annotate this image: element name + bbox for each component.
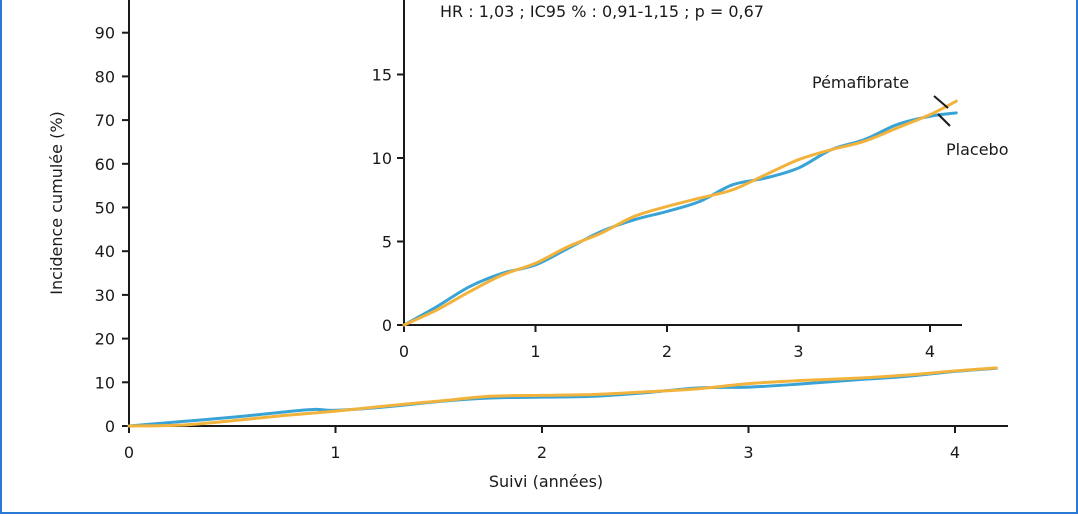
main-series-pemafibrate: [127, 366, 998, 428]
main-series-placebo: [127, 366, 998, 428]
main-x-tick-label: 3: [743, 443, 753, 462]
main-x-tick-label: 4: [950, 443, 960, 462]
main-y-axis-title: Incidence cumulée (%): [47, 111, 66, 295]
main-x-tick-label: 2: [537, 443, 547, 462]
main-y-tick-label: 20: [95, 330, 115, 349]
main-y-tick-label: 90: [95, 24, 115, 43]
inset-x-tick-label: 2: [662, 342, 672, 361]
inset-stats-annotation: HR : 1,03 ; IC95 % : 0,91-1,15 ; p = 0,6…: [440, 2, 764, 21]
main-x-tick-label: 0: [124, 443, 134, 462]
inset-x-tick-label: 0: [399, 342, 409, 361]
inset-y-tick-label: 0: [382, 316, 392, 335]
main-y-tick-label: 50: [95, 199, 115, 218]
inset-y-tick-label: 5: [382, 233, 392, 252]
main-x-tick-label: 1: [330, 443, 340, 462]
main-y-tick-label: 0: [105, 417, 115, 436]
leader-placebo: [937, 113, 951, 127]
inset-series-placebo: [402, 111, 958, 327]
label-pemafibrate: Pémafibrate: [812, 73, 909, 92]
inset-y-tick-label: 15: [372, 66, 392, 85]
main-y-tick-label: 30: [95, 286, 115, 305]
main-y-tick-label: 40: [95, 242, 115, 261]
inset-series-pemafibrate: [402, 99, 958, 327]
inset-x-tick-label: 3: [793, 342, 803, 361]
main-y-tick-label: 70: [95, 111, 115, 130]
main-x-axis-title: Suivi (années): [489, 472, 603, 491]
inset-y-tick-label: 10: [372, 149, 392, 168]
main-y-tick-label: 10: [95, 373, 115, 392]
inset-background: [375, 0, 1025, 328]
inset-x-tick-label: 4: [925, 342, 935, 361]
main-y-tick-label: 60: [95, 155, 115, 174]
inset-chart: 0 5 10 15 0 1 2 3 4 HR : 1,03 ; IC95 % : 0,91-1…: [372, 0, 1025, 361]
leader-pemafibrate: [933, 95, 949, 109]
inset-x-tick-label: 1: [530, 342, 540, 361]
label-placebo: Placebo: [946, 140, 1008, 159]
main-y-tick-label: 80: [95, 67, 115, 86]
